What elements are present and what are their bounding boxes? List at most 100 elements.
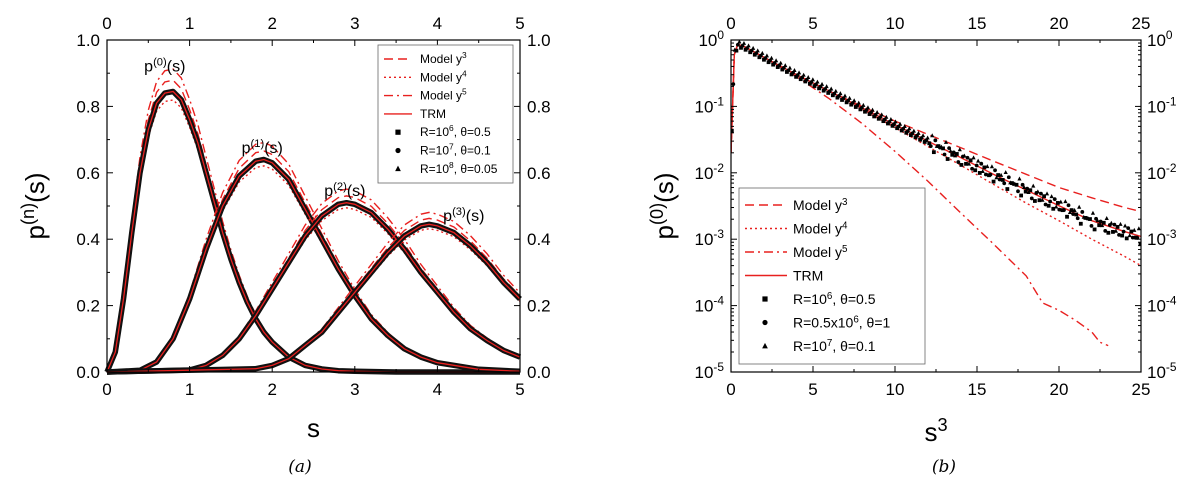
data-marker-triangle xyxy=(783,63,788,68)
plot-area-b xyxy=(731,40,1141,347)
data-marker-triangle xyxy=(778,60,783,65)
x-tick-label: 10 xyxy=(886,380,905,399)
data-marker-square xyxy=(909,133,913,137)
y-tick-label: 10-5 xyxy=(695,360,725,382)
data-marker-circle xyxy=(983,172,988,177)
data-marker-circle xyxy=(997,177,1002,182)
data-marker-triangle xyxy=(824,84,829,89)
x-tick-label-top: 5 xyxy=(515,14,524,33)
data-marker-triangle xyxy=(1123,223,1128,228)
data-marker-triangle xyxy=(829,86,834,91)
data-marker-triangle xyxy=(819,81,825,86)
data-marker-square xyxy=(913,135,918,140)
data-marker-square xyxy=(1042,194,1046,199)
data-marker-triangle xyxy=(953,153,958,158)
data-marker-square xyxy=(899,128,904,133)
data-marker-triangle xyxy=(1026,190,1031,195)
data-marker-circle xyxy=(1048,199,1053,204)
data-marker-square xyxy=(752,52,757,57)
model-y4-curve-3 xyxy=(106,227,521,373)
data-marker-square xyxy=(1019,193,1024,198)
data-marker-triangle xyxy=(1031,183,1036,188)
data-marker-square xyxy=(1129,229,1134,234)
data-marker-square xyxy=(968,158,973,163)
data-marker-square xyxy=(1120,233,1125,238)
y-tick-label: 0.6 xyxy=(76,164,100,183)
data-marker-square xyxy=(789,72,794,77)
legend-marker-circle xyxy=(762,319,768,326)
data-marker-circle xyxy=(942,152,947,157)
data-marker-circle xyxy=(933,138,938,143)
data-marker-circle xyxy=(979,161,984,166)
data-marker-square xyxy=(964,161,968,166)
data-marker-triangle xyxy=(741,40,747,45)
data-marker-circle xyxy=(1052,197,1057,202)
data-marker-square xyxy=(821,88,826,93)
data-marker-triangle xyxy=(801,72,806,77)
y-tick-label-right: 10-4 xyxy=(1147,294,1177,316)
y-tick-label-right: 0.6 xyxy=(527,164,551,183)
data-marker-triangle xyxy=(810,77,815,82)
data-marker-square xyxy=(931,150,936,155)
data-marker-circle xyxy=(1071,212,1076,216)
data-marker-triangle xyxy=(966,161,972,166)
data-marker-circle xyxy=(965,155,970,160)
data-marker-circle xyxy=(1057,207,1062,212)
legend-marker-square xyxy=(762,296,768,302)
curve-label-p2: p(2)(s) xyxy=(324,181,365,200)
data-marker-circle xyxy=(947,146,952,151)
data-marker-square xyxy=(830,93,835,98)
data-marker-square xyxy=(872,114,877,119)
data-marker-circle xyxy=(1121,229,1126,234)
curve-model-y4 xyxy=(731,43,1141,267)
data-marker-square xyxy=(1106,230,1111,235)
data-marker-circle xyxy=(1020,182,1025,187)
x-tick-label-top: 15 xyxy=(968,14,987,33)
y-tick-label: 10-1 xyxy=(695,94,725,116)
y-tick-label: 10-2 xyxy=(695,161,725,183)
curve-label-p0: p(0)(s) xyxy=(144,57,185,76)
trm-curve-1 xyxy=(106,158,521,373)
data-marker-circle xyxy=(1043,202,1048,207)
data-marker-triangle xyxy=(930,133,935,138)
data-marker-triangle xyxy=(1127,233,1132,238)
data-marker-triangle xyxy=(838,91,843,96)
data-marker-triangle xyxy=(999,172,1004,177)
data-marker-triangle xyxy=(755,48,760,53)
data-marker-circle xyxy=(735,42,740,47)
data-marker-triangle xyxy=(893,119,898,124)
data-marker-triangle xyxy=(884,114,889,119)
x-tick-label: 5 xyxy=(515,380,524,399)
data-marker-triangle xyxy=(1058,199,1063,204)
data-marker-triangle xyxy=(1049,194,1054,199)
data-marker-triangle xyxy=(1109,220,1114,225)
data-marker-triangle xyxy=(957,147,962,152)
data-marker-triangle xyxy=(907,126,912,131)
data-marker-square xyxy=(798,77,803,82)
data-marker-square xyxy=(927,141,932,146)
data-marker-square xyxy=(1101,220,1106,225)
data-marker-square xyxy=(1065,214,1069,219)
data-marker-square xyxy=(991,179,996,184)
data-marker-square xyxy=(1092,227,1097,232)
y-tick-label: 0.4 xyxy=(76,230,100,249)
data-marker-square xyxy=(936,144,941,149)
data-marker-triangle xyxy=(879,112,884,117)
data-marker-triangle xyxy=(939,144,944,149)
data-marker-circle xyxy=(1126,226,1131,231)
data-marker-square xyxy=(748,50,753,55)
x-tick-label-top: 1 xyxy=(185,14,194,33)
data-marker-triangle xyxy=(792,68,797,73)
data-marker-square xyxy=(886,121,890,126)
data-marker-circle xyxy=(951,150,956,155)
trm-curve-2 xyxy=(106,202,521,373)
data-marker-triangle xyxy=(962,153,967,158)
data-marker-circle xyxy=(1016,189,1020,194)
data-marker-square xyxy=(785,70,789,74)
y-tick-label-right: 100 xyxy=(1147,28,1173,50)
data-marker-triangle xyxy=(1008,180,1013,185)
data-marker-square xyxy=(766,60,771,65)
data-marker-triangle xyxy=(897,121,903,126)
data-marker-square xyxy=(881,119,886,124)
